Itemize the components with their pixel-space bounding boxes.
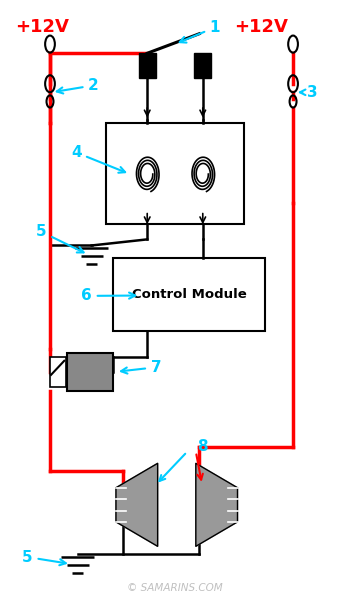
Text: 2: 2 bbox=[57, 78, 99, 94]
Text: © SAMARINS.COM: © SAMARINS.COM bbox=[127, 584, 223, 593]
Text: 5: 5 bbox=[22, 550, 66, 565]
Text: 1: 1 bbox=[180, 20, 220, 42]
Bar bbox=[67, 353, 112, 390]
Bar bbox=[112, 257, 265, 331]
Text: 3: 3 bbox=[307, 85, 317, 100]
Text: 5: 5 bbox=[36, 224, 84, 253]
Text: Control Module: Control Module bbox=[132, 287, 246, 301]
Text: 7: 7 bbox=[121, 360, 161, 375]
Text: 6: 6 bbox=[81, 288, 135, 303]
Bar bbox=[50, 357, 66, 387]
Text: 8: 8 bbox=[197, 440, 208, 454]
Bar bbox=[139, 53, 156, 78]
Bar bbox=[194, 53, 211, 78]
Polygon shape bbox=[116, 463, 158, 546]
Text: 4: 4 bbox=[71, 145, 125, 173]
Polygon shape bbox=[196, 463, 238, 546]
Text: +12V: +12V bbox=[15, 18, 69, 36]
Bar bbox=[106, 123, 244, 224]
Text: +12V: +12V bbox=[234, 18, 288, 36]
